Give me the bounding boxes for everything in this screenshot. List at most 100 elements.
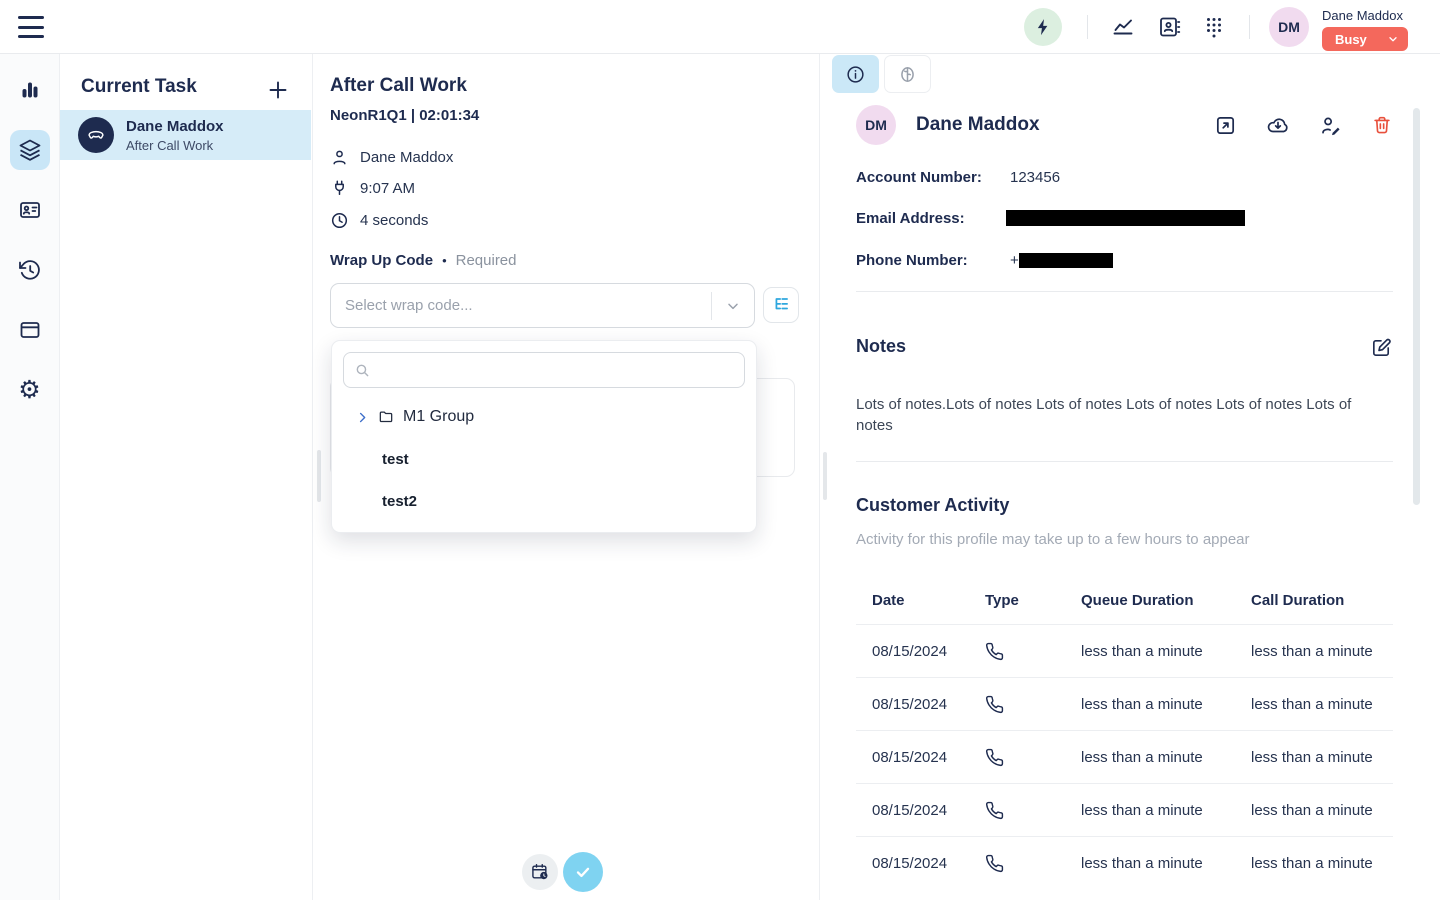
chevron-down-icon[interactable] <box>712 298 754 314</box>
profile-actions <box>1214 113 1393 137</box>
group-label: M1 Group <box>403 408 475 425</box>
phone-call-icon <box>969 854 1065 873</box>
status-dropdown-button[interactable]: Busy <box>1322 27 1408 51</box>
task-detail-title: After Call Work <box>330 75 467 96</box>
agent-row: Dane Maddox <box>330 146 453 168</box>
layers-icon <box>18 138 42 162</box>
activity-date: 08/15/2024 <box>872 854 948 872</box>
activity-date: 08/15/2024 <box>872 695 948 713</box>
activity-row[interactable]: 08/15/2024 less than a minute less than … <box>856 624 1393 677</box>
sidebar-item-analytics[interactable] <box>10 70 50 110</box>
dropdown-option-test2[interactable]: test2 <box>382 492 418 510</box>
add-task-button[interactable] <box>266 78 290 102</box>
info-icon <box>845 64 866 85</box>
tree-list-icon <box>771 295 791 315</box>
section-divider <box>856 461 1393 462</box>
edit-profile-button[interactable] <box>1319 114 1342 137</box>
wrap-code-select[interactable]: Select wrap code... <box>330 283 755 328</box>
delete-profile-button[interactable] <box>1371 114 1393 136</box>
wrap-up-label-row: Wrap Up Code • Required <box>330 252 517 269</box>
sidebar-item-browser[interactable] <box>10 310 50 350</box>
wrap-code-tree-view-button[interactable] <box>763 287 799 323</box>
account-number-label: Account Number: <box>856 168 982 186</box>
analytics-chart-icon[interactable] <box>1111 15 1135 39</box>
brain-icon <box>897 64 918 85</box>
profile-name: Dane Maddox <box>916 114 1040 135</box>
column-header-type: Type <box>985 591 1019 609</box>
task-item-name: Dane Maddox <box>126 117 224 135</box>
activity-date: 08/15/2024 <box>872 642 948 660</box>
activity-date: 08/15/2024 <box>872 748 948 766</box>
complete-task-button[interactable] <box>563 852 603 892</box>
topbar-divider <box>1087 15 1088 39</box>
user-name: Dane Maddox <box>1322 8 1403 23</box>
bar-chart-icon <box>18 78 42 102</box>
email-field: Email Address: <box>856 208 1245 228</box>
user-avatar[interactable]: DM <box>1269 7 1309 47</box>
phone-field: Phone Number: + <box>856 250 1113 270</box>
contacts-icon[interactable] <box>1157 15 1181 39</box>
task-avatar <box>78 117 114 153</box>
column-header-date: Date <box>872 591 905 609</box>
open-external-button[interactable] <box>1214 114 1237 137</box>
wrap-code-dropdown: M1 Group test test2 <box>331 340 757 533</box>
tab-profile-info[interactable] <box>832 55 879 93</box>
dropdown-search-input[interactable] <box>379 361 744 379</box>
avatar-initials: DM <box>1278 19 1300 35</box>
schedule-button[interactable] <box>522 854 558 890</box>
activity-queue-duration: less than a minute <box>1081 695 1203 713</box>
activity-row[interactable]: 08/15/2024 less than a minute less than … <box>856 783 1393 836</box>
task-list-item[interactable]: Dane Maddox After Call Work <box>60 110 311 160</box>
contact-card-icon <box>18 198 42 222</box>
email-label: Email Address: <box>856 209 965 227</box>
required-label: Required <box>455 252 517 269</box>
activity-row[interactable]: 08/15/2024 less than a minute less than … <box>856 836 1393 889</box>
dropdown-search-box <box>343 352 745 388</box>
chevron-right-icon[interactable] <box>356 411 369 424</box>
quick-actions-button[interactable] <box>1024 8 1062 46</box>
sidebar-item-tasks[interactable] <box>9 130 50 170</box>
right-panel-left-scrollbar[interactable] <box>823 452 827 500</box>
topbar-divider <box>1249 15 1250 39</box>
plug-icon <box>330 179 349 198</box>
download-profile-button[interactable] <box>1266 113 1290 137</box>
activity-queue-duration: less than a minute <box>1081 642 1203 660</box>
wrap-up-label: Wrap Up Code <box>330 252 434 269</box>
search-icon <box>354 362 371 379</box>
task-detail-panel: After Call Work NeonR1Q1 | 02:01:34 Dane… <box>313 54 820 900</box>
duration: 4 seconds <box>360 211 429 229</box>
middle-panel-left-scrollbar[interactable] <box>317 450 321 502</box>
edit-notes-button[interactable] <box>1370 336 1393 359</box>
sidebar-item-settings[interactable]: ⚙ <box>10 370 50 410</box>
dropdown-group-m1[interactable]: M1 Group <box>332 397 756 437</box>
activity-queue-duration: less than a minute <box>1081 801 1203 819</box>
nav-sidebar: ⚙ <box>0 54 60 900</box>
activity-date: 08/15/2024 <box>872 801 948 819</box>
menu-icon[interactable] <box>18 16 44 38</box>
activity-row[interactable]: 08/15/2024 less than a minute less than … <box>856 677 1393 730</box>
activity-call-duration: less than a minute <box>1251 642 1373 660</box>
top-bar: DM Dane Maddox Busy <box>0 0 1440 54</box>
sidebar-item-contacts[interactable] <box>10 190 50 230</box>
task-item-subtitle: After Call Work <box>126 137 214 153</box>
phone-handset-icon <box>85 124 107 146</box>
current-task-title: Current Task <box>81 76 197 97</box>
activity-call-duration: less than a minute <box>1251 854 1373 872</box>
notes-title: Notes <box>856 336 907 356</box>
tab-ai-insights[interactable] <box>884 55 931 93</box>
phone-redacted-value <box>1018 252 1113 268</box>
activity-call-duration: less than a minute <box>1251 748 1373 766</box>
dialpad-icon[interactable] <box>1202 15 1226 39</box>
current-task-panel: Current Task Dane Maddox After Call Work <box>60 54 313 900</box>
email-redacted-value <box>1006 210 1245 226</box>
activity-row[interactable]: 08/15/2024 less than a minute less than … <box>856 730 1393 783</box>
column-header-call-duration: Call Duration <box>1251 591 1345 609</box>
right-panel-scrollbar[interactable] <box>1413 108 1420 505</box>
clock-icon <box>330 211 349 230</box>
dropdown-option-test[interactable]: test <box>382 450 409 468</box>
customer-profile-panel: DM Dane Maddox Account Number: 123 <box>820 54 1440 900</box>
lightning-bolt-icon <box>1033 17 1053 37</box>
bullet-separator: • <box>442 253 447 268</box>
sidebar-item-history[interactable] <box>10 250 50 290</box>
status-label: Busy <box>1335 31 1367 47</box>
